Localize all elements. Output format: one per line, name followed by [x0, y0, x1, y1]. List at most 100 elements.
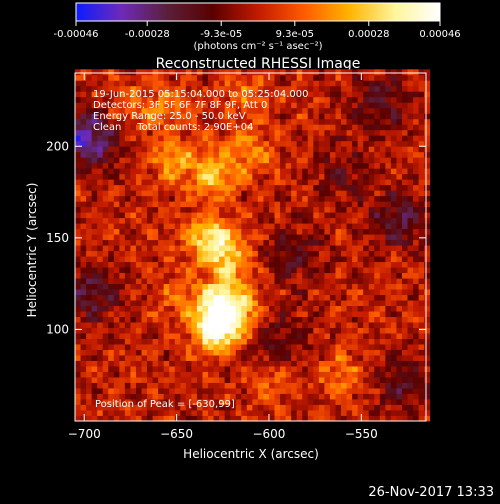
heatmap-cell: [169, 311, 175, 317]
heatmap-cell: [108, 190, 114, 196]
heatmap-cell: [247, 212, 253, 218]
heatmap-cell: [313, 97, 319, 103]
heatmap-cell: [214, 306, 220, 312]
heatmap-cell: [147, 339, 153, 345]
heatmap-cell: [408, 229, 414, 235]
heatmap-cell: [374, 377, 380, 383]
heatmap-cell: [308, 152, 314, 158]
heatmap-cell: [75, 350, 81, 356]
heatmap-cell: [308, 377, 314, 383]
heatmap-cell: [275, 383, 281, 389]
heatmap-cell: [158, 267, 164, 273]
heatmap-cell: [324, 196, 330, 202]
heatmap-cell: [358, 306, 364, 312]
heatmap-cell: [92, 245, 98, 251]
heatmap-cell: [291, 410, 297, 416]
heatmap-cell: [385, 383, 391, 389]
heatmap-cell: [147, 229, 153, 235]
heatmap-cell: [158, 245, 164, 251]
heatmap-cell: [413, 377, 419, 383]
heatmap-cell: [269, 311, 275, 317]
heatmap-cell: [280, 300, 286, 306]
heatmap-cell: [352, 273, 358, 279]
heatmap-cell: [408, 185, 414, 191]
heatmap-cell: [275, 399, 281, 405]
heatmap-cell: [413, 218, 419, 224]
heatmap-cell: [391, 108, 397, 114]
heatmap-cell: [247, 273, 253, 279]
heatmap-cell: [358, 251, 364, 257]
heatmap-cell: [297, 190, 303, 196]
heatmap-cell: [391, 201, 397, 207]
heatmap-cell: [236, 229, 242, 235]
heatmap-cell: [291, 311, 297, 317]
heatmap-cell: [263, 185, 269, 191]
heatmap-cell: [236, 240, 242, 246]
heatmap-cell: [396, 97, 402, 103]
heatmap-cell: [153, 168, 159, 174]
heatmap-cell: [103, 152, 109, 158]
heatmap-cell: [335, 388, 341, 394]
heatmap-cell: [291, 328, 297, 334]
heatmap-cell: [97, 361, 103, 367]
heatmap-cell: [402, 339, 408, 345]
heatmap-cell: [236, 317, 242, 323]
heatmap-cell: [341, 289, 347, 295]
heatmap-cell: [202, 179, 208, 185]
heatmap-cell: [225, 289, 231, 295]
heatmap-cell: [208, 262, 214, 268]
heatmap-cell: [335, 344, 341, 350]
heatmap-cell: [391, 372, 397, 378]
heatmap-cell: [269, 289, 275, 295]
heatmap-cell: [363, 339, 369, 345]
heatmap-cell: [142, 146, 148, 152]
heatmap-cell: [363, 146, 369, 152]
heatmap-cell: [114, 300, 120, 306]
heatmap-cell: [347, 251, 353, 257]
heatmap-cell: [297, 135, 303, 141]
heatmap-cell: [308, 179, 314, 185]
heatmap-cell: [275, 256, 281, 262]
heatmap-cell: [247, 410, 253, 416]
heatmap-cell: [363, 361, 369, 367]
heatmap-cell: [419, 86, 425, 92]
heatmap-cell: [385, 267, 391, 273]
heatmap-cell: [258, 179, 264, 185]
heatmap-cell: [352, 141, 358, 147]
heatmap-cell: [396, 168, 402, 174]
heatmap-cell: [291, 289, 297, 295]
heatmap-cell: [341, 119, 347, 125]
heatmap-cell: [363, 185, 369, 191]
heatmap-cell: [358, 361, 364, 367]
heatmap-cell: [186, 256, 192, 262]
heatmap-cell: [391, 146, 397, 152]
heatmap-cell: [302, 278, 308, 284]
heatmap-cell: [419, 405, 425, 411]
heatmap-cell: [252, 339, 258, 345]
heatmap-cell: [363, 124, 369, 130]
heatmap-cell: [413, 245, 419, 251]
heatmap-cell: [97, 196, 103, 202]
heatmap-cell: [114, 388, 120, 394]
heatmap-cell: [125, 267, 131, 273]
heatmap-cell: [280, 102, 286, 108]
heatmap-cell: [236, 328, 242, 334]
heatmap-cell: [81, 240, 87, 246]
heatmap-cell: [313, 328, 319, 334]
heatmap-cell: [230, 179, 236, 185]
heatmap-cell: [241, 355, 247, 361]
heatmap-cell: [369, 366, 375, 372]
heatmap-cell: [341, 278, 347, 284]
heatmap-cell: [385, 218, 391, 224]
colorbar-tick-label: -9.3e-05: [200, 29, 242, 40]
heatmap-cell: [330, 69, 336, 75]
heatmap-cell: [202, 339, 208, 345]
heatmap-cell: [352, 355, 358, 361]
heatmap-cell: [369, 251, 375, 257]
heatmap-cell: [385, 350, 391, 356]
heatmap-cell: [191, 256, 197, 262]
heatmap-cell: [402, 201, 408, 207]
heatmap-cell: [225, 163, 231, 169]
heatmap-cell: [225, 322, 231, 328]
heatmap-cell: [291, 124, 297, 130]
